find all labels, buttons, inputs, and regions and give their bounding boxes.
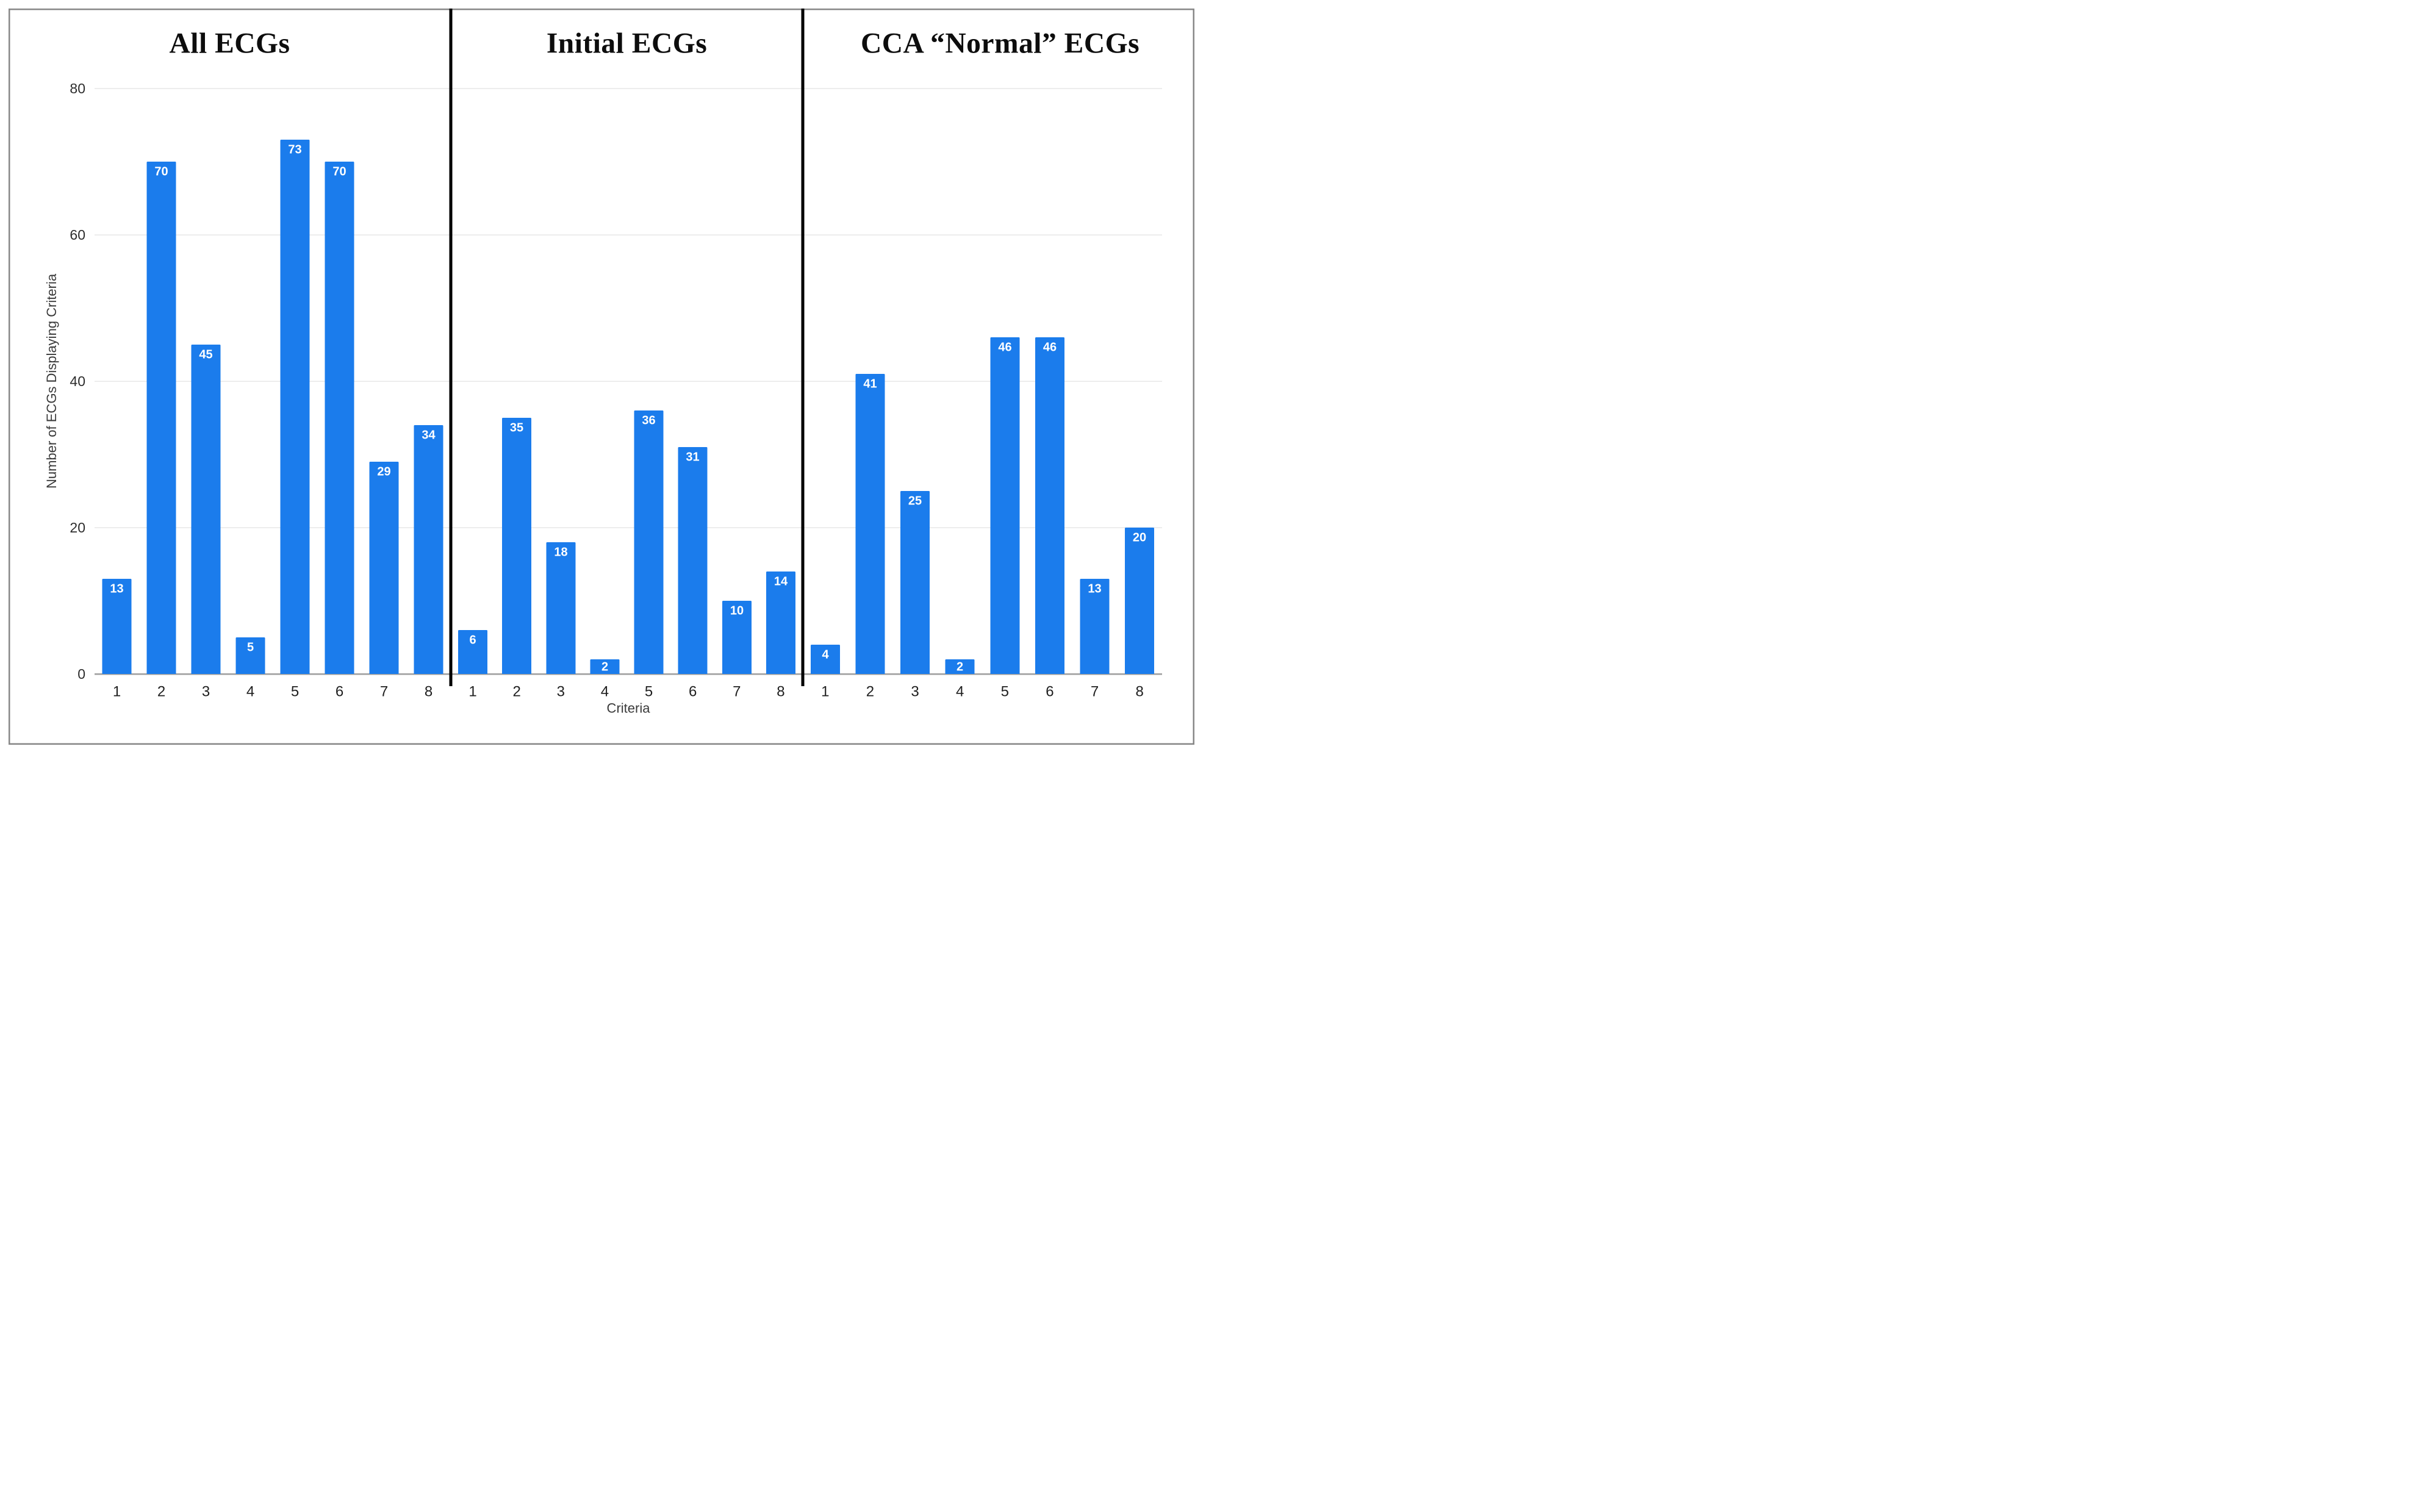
bar-value-label: 10	[730, 604, 744, 617]
bar-panel1-criteria-4: 5	[235, 637, 265, 674]
bar-value-label: 2	[601, 659, 609, 673]
bar-value-label: 5	[246, 640, 254, 654]
gridline-y-60	[95, 234, 1162, 235]
x-tick-label-panel3-5: 5	[1000, 683, 1009, 700]
bar-panel2-criteria-1: 6	[458, 630, 487, 674]
y-tick-label-0: 0	[77, 666, 85, 682]
bar-value-label: 41	[863, 377, 877, 390]
bar-panel1-criteria-3: 45	[191, 345, 221, 674]
bar-value-label: 18	[554, 545, 568, 559]
bar-panel3-criteria-8: 20	[1125, 528, 1154, 674]
x-tick-label-panel1-6: 6	[335, 683, 344, 700]
bar-chart-figure: All ECGs Initial ECGs CCA “Normal” ECGs …	[0, 0, 1206, 756]
x-tick-label-panel1-3: 3	[201, 683, 210, 700]
panel-title-initial-ecgs: Initial ECGs	[546, 27, 708, 59]
x-tick-label-panel3-4: 4	[956, 683, 964, 700]
x-tick-label-panel3-6: 6	[1046, 683, 1054, 700]
bar-value-label: 31	[686, 450, 700, 464]
bar-panel1-criteria-7: 29	[369, 462, 399, 674]
gridline-y-20	[95, 527, 1162, 528]
x-tick-label-panel3-3: 3	[911, 683, 919, 700]
bar-value-label: 46	[1043, 340, 1057, 354]
bar-value-label: 46	[998, 340, 1012, 354]
bar-panel3-criteria-3: 25	[900, 491, 930, 674]
x-axis-baseline	[95, 673, 1162, 675]
bar-panel3-criteria-2: 41	[855, 374, 885, 674]
x-tick-label-panel3-7: 7	[1090, 683, 1099, 700]
bar-value-label: 29	[377, 465, 391, 478]
bar-value-label: 4	[822, 648, 829, 661]
x-tick-label-panel3-2: 2	[866, 683, 875, 700]
x-tick-label-panel1-4: 4	[246, 683, 255, 700]
gridline-y-40	[95, 381, 1162, 382]
x-tick-label-panel3-1: 1	[821, 683, 830, 700]
bar-panel2-criteria-6: 31	[678, 447, 708, 674]
x-tick-label-panel2-3: 3	[556, 683, 565, 700]
y-tick-label-20: 20	[70, 520, 85, 536]
x-tick-label-panel2-6: 6	[689, 683, 697, 700]
bar-value-label: 45	[199, 348, 213, 361]
x-tick-label-panel1-5: 5	[290, 683, 300, 700]
x-tick-label-panel2-8: 8	[777, 683, 785, 700]
x-tick-label-panel2-2: 2	[512, 683, 521, 700]
panel-title-all-ecgs: All ECGs	[169, 27, 290, 59]
y-tick-label-60: 60	[70, 227, 85, 243]
bar-value-label: 35	[509, 421, 524, 434]
bar-panel1-criteria-2: 70	[146, 162, 176, 674]
bar-value-label: 20	[1132, 531, 1147, 544]
bar-value-label: 34	[422, 428, 436, 442]
bar-value-label: 70	[332, 165, 346, 178]
bar-panel3-criteria-7: 13	[1080, 579, 1110, 674]
bar-panel3-criteria-6: 46	[1035, 337, 1064, 674]
x-axis-title: Criteria	[606, 701, 650, 716]
bar-panel3-criteria-1: 4	[811, 645, 840, 674]
bar-panel2-criteria-2: 35	[502, 418, 531, 674]
x-tick-label-panel2-1: 1	[468, 683, 477, 700]
bar-panel1-criteria-1: 13	[102, 579, 132, 674]
x-tick-label-panel2-7: 7	[733, 683, 741, 700]
x-tick-label-panel1-8: 8	[424, 683, 433, 700]
bar-value-label: 25	[908, 494, 922, 507]
bar-panel3-criteria-4: 2	[945, 659, 975, 674]
bar-panel3-criteria-5: 46	[990, 337, 1020, 674]
gridline-y-80	[95, 88, 1162, 89]
x-tick-label-panel1-1: 1	[112, 683, 121, 700]
x-tick-label-panel2-5: 5	[644, 683, 653, 700]
screenshot-stage: All ECGs Initial ECGs CCA “Normal” ECGs …	[0, 0, 1206, 756]
x-tick-label-panel2-4: 4	[600, 683, 609, 700]
bar-panel1-criteria-5: 73	[280, 140, 310, 674]
x-tick-label-panel1-2: 2	[157, 683, 166, 700]
bar-value-label: 2	[956, 659, 964, 673]
bar-panel2-criteria-7: 10	[722, 601, 752, 674]
bar-value-label: 14	[773, 575, 788, 588]
panel-title-cca-normal-ecgs: CCA “Normal” ECGs	[860, 27, 1140, 59]
bar-panel2-criteria-5: 36	[634, 410, 664, 674]
bar-value-label: 13	[1088, 582, 1102, 595]
bar-value-label: 70	[154, 165, 168, 178]
bar-panel2-criteria-3: 18	[546, 542, 576, 674]
panel-divider-2	[801, 9, 805, 686]
y-tick-label-40: 40	[70, 373, 85, 389]
y-tick-label-80: 80	[70, 81, 85, 96]
bar-value-label: 36	[642, 414, 656, 427]
panel-divider-1	[449, 9, 453, 686]
bar-panel2-criteria-8: 14	[766, 571, 795, 674]
x-tick-label-panel3-8: 8	[1135, 683, 1144, 700]
bar-panel2-criteria-4: 2	[590, 659, 620, 674]
x-tick-label-panel1-7: 7	[379, 683, 389, 700]
bar-value-label: 6	[469, 633, 476, 647]
bar-value-label: 73	[288, 143, 302, 156]
bar-value-label: 13	[110, 582, 124, 595]
bar-panel1-criteria-8: 34	[414, 425, 443, 674]
bar-panel1-criteria-6: 70	[325, 162, 354, 674]
